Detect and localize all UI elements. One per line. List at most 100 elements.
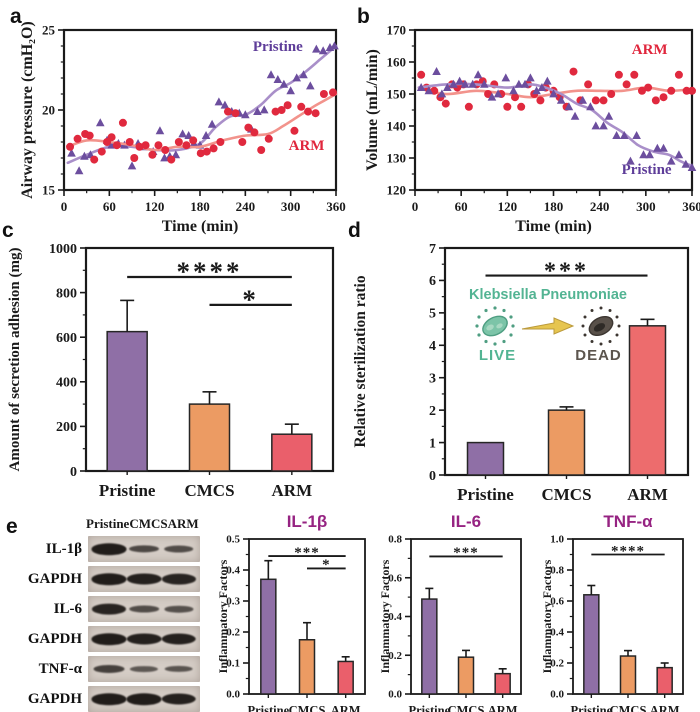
data-point [257, 146, 266, 154]
x-tick-label: 120 [498, 199, 518, 214]
trend-line-pristine [417, 82, 694, 168]
blot-band [91, 693, 127, 705]
data-point [584, 80, 593, 89]
data-point [632, 131, 641, 139]
category-label-cmcs: CMCS [448, 704, 485, 712]
y-tick-label: 160 [387, 54, 407, 69]
data-point [674, 150, 684, 159]
category-label-arm: ARM [272, 481, 313, 500]
y-tick-label: 20 [42, 102, 55, 117]
x-tick-label: 240 [590, 199, 610, 214]
axis-ticks: 15 20 25 0 60 120 180 240 300 360 [42, 22, 346, 214]
data-point [607, 90, 616, 98]
category-label-arm: ARM [650, 704, 680, 712]
significance-stars: * [322, 557, 331, 573]
category-label-cmcs: CMCS [184, 481, 234, 500]
y-tick-label: 1 [429, 436, 436, 451]
data-point [148, 150, 157, 159]
error-bar-arm [640, 318, 655, 326]
significance-marker: **** [591, 543, 665, 559]
data-point [182, 141, 191, 150]
y-tick-label: 0 [429, 469, 436, 484]
x-tick-label: 180 [190, 199, 210, 214]
chart-title: IL-1β [287, 512, 328, 531]
western-blot-block: Pristine CMCS ARM IL-1β GAPDH IL-6 GAPDH TNF… [10, 516, 210, 712]
live-label: LIVE [478, 347, 517, 364]
y-tick-label: 0.1 [226, 658, 240, 670]
error-bar-arm [341, 656, 350, 662]
data-point [273, 75, 283, 83]
data-point [74, 166, 84, 175]
data-point [283, 101, 292, 110]
error-bar-cmcs [303, 621, 311, 640]
data-point [688, 86, 696, 95]
chart-secretion-adhesion: 0 200 400 600 800 1000 Amount of secretion adh… [7, 242, 335, 500]
data-point [174, 138, 183, 146]
data-point [279, 79, 289, 88]
sterilization-inset: Klebsiella Pneumoniae [447, 287, 649, 364]
y-tick-label: 800 [56, 286, 77, 301]
data-point [464, 102, 473, 111]
significance-marker: * [307, 557, 346, 573]
data-point [330, 41, 339, 50]
data-point [189, 136, 198, 145]
data-point [328, 88, 337, 97]
data-point [297, 102, 306, 111]
y-tick-label: 400 [56, 376, 77, 391]
axis-ticks: 0.0 0.1 0.2 0.3 0.4 0.5 [226, 534, 249, 701]
blot-row-tnf-α: TNF-α [10, 656, 210, 682]
data-point [312, 44, 321, 53]
error-bar-cmcs [462, 649, 470, 658]
y-tick-label: 130 [387, 150, 407, 165]
data-point [304, 107, 313, 116]
series-label-pristine: Pristine [622, 162, 672, 178]
data-point [154, 141, 163, 150]
data-point [167, 155, 176, 164]
blot-band [126, 633, 162, 645]
bar-cmcs [547, 409, 586, 476]
x-tick-label: 180 [544, 199, 564, 214]
bar-pristine [583, 594, 600, 695]
chart-airway-pressure: 15 20 25 0 60 120 180 240 300 360 Time (min) Airway… [19, 21, 346, 235]
data-point [599, 96, 608, 105]
data-point [473, 70, 483, 79]
data-point [259, 105, 269, 114]
y-tick-label: 0 [70, 465, 77, 480]
data-point [286, 86, 295, 95]
x-tick-label: 0 [412, 199, 419, 214]
axis-ticks: 0.0 0.2 0.4 0.6 0.8 1.0 [550, 534, 573, 701]
data-point [141, 141, 150, 150]
bar-arm [271, 433, 313, 472]
data-point [667, 86, 676, 95]
x-tick-label: 300 [636, 199, 656, 214]
data-point [67, 148, 76, 157]
data-point [441, 99, 450, 108]
bar-arm [656, 666, 673, 695]
blot-band [164, 665, 194, 673]
data-point [487, 92, 497, 101]
x-tick-label: 0 [61, 199, 68, 214]
data-point [318, 46, 328, 55]
data-point [517, 102, 526, 111]
blot-row-label: GAPDH [27, 630, 82, 647]
chart-tnfa: 0.0 0.2 0.4 0.6 0.8 1.0 TNF-α Inflammatory Fact… [540, 512, 684, 712]
y-axis-title: Inflammatory Factors [540, 559, 554, 673]
blot-row-label: GAPDH [27, 570, 82, 587]
y-axis-title: Inflammatory Factors [378, 559, 392, 673]
data-point [564, 102, 574, 111]
data-point [85, 131, 94, 140]
data-point [503, 102, 512, 111]
data-point [238, 138, 247, 146]
data-point [107, 133, 116, 142]
blot-band [91, 633, 127, 645]
panel-label-b: b [357, 5, 370, 28]
data-point [514, 79, 524, 88]
y-tick-label: 0.5 [226, 534, 240, 546]
error-bar-pristine [264, 559, 273, 580]
data-point [578, 95, 588, 104]
data-point [645, 150, 654, 159]
y-tick-label: 140 [387, 118, 407, 133]
blot-band [161, 573, 196, 585]
data-point [202, 147, 211, 156]
bar-cmcs [188, 403, 231, 472]
